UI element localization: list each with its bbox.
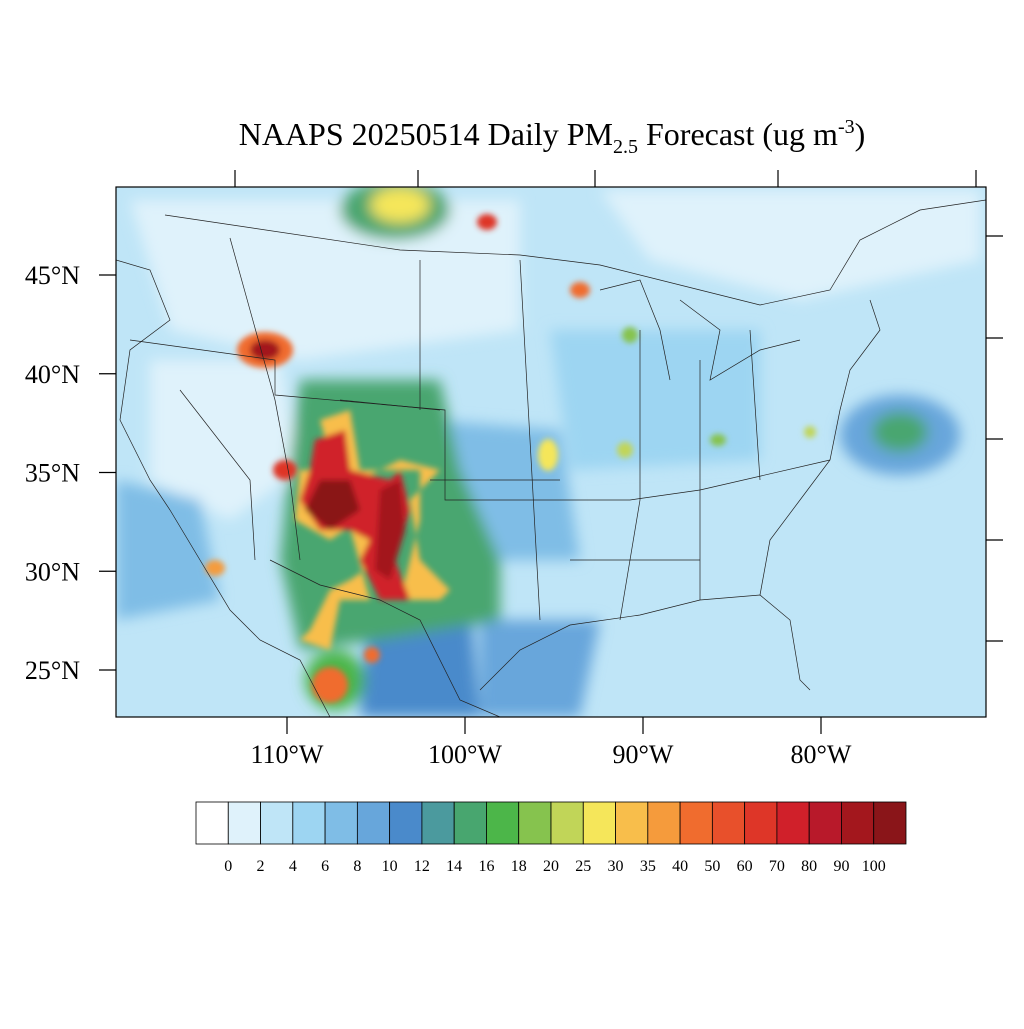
colorbar-box <box>292 801 326 845</box>
lon-label: 80°W <box>791 740 852 769</box>
colorbar-box <box>486 801 520 845</box>
colorbar-box <box>647 801 681 845</box>
colorbar-box <box>711 801 746 845</box>
title-end: ) <box>855 116 866 152</box>
title-sub: 2.5 <box>613 136 638 158</box>
colorbar-label: 16 <box>478 858 494 875</box>
lat-label: 30°N <box>25 557 80 586</box>
colorbar-box <box>421 801 455 845</box>
colorbar-label: 14 <box>446 858 462 875</box>
colorbar-label: 70 <box>769 858 785 875</box>
colorbar-box <box>453 801 487 845</box>
lon-label: 110°W <box>251 740 324 769</box>
frame-ticks <box>234 170 1003 642</box>
colorbar-label: 18 <box>511 858 527 875</box>
colorbar-box <box>518 801 552 845</box>
colorbar-label: 25 <box>575 858 591 875</box>
colorbar-box <box>389 801 423 845</box>
colorbar-box <box>324 801 358 845</box>
map-field <box>116 187 986 717</box>
colorbar-box <box>582 801 616 845</box>
colorbar-box <box>776 801 810 845</box>
title-sup: -3 <box>838 116 855 138</box>
lat-label: 25°N <box>25 656 80 685</box>
colorbar-label: 30 <box>608 858 624 875</box>
colorbar-box <box>744 801 778 845</box>
colorbar-label: 90 <box>833 858 849 875</box>
colorbar-box <box>227 801 261 845</box>
title-after: Forecast (ug m <box>638 116 838 152</box>
colorbar-label: 6 <box>321 858 329 875</box>
lon-label: 90°W <box>613 740 674 769</box>
colorbar-label: 2 <box>257 858 265 875</box>
colorbar-label: 100 <box>862 858 886 875</box>
colorbar-label: 50 <box>704 858 720 875</box>
colorbar-box <box>260 801 294 845</box>
colorbar-box <box>808 801 842 845</box>
colorbar-box <box>195 801 229 845</box>
colorbar-box <box>841 801 875 845</box>
lat-label: 40°N <box>25 360 80 389</box>
colorbar-label: 20 <box>543 858 559 875</box>
colorbar-label: 40 <box>672 858 688 875</box>
colorbar-box <box>615 801 649 845</box>
map-frame <box>115 186 987 718</box>
lon-label: 100°W <box>428 740 502 769</box>
lat-label: 45°N <box>25 261 80 290</box>
colorbar-box <box>679 801 713 845</box>
colorbar-label: 8 <box>353 858 361 875</box>
colorbar-box <box>356 801 391 845</box>
lat-label: 35°N <box>25 459 80 488</box>
title-main: NAAPS 20250514 Daily PM <box>239 116 613 152</box>
colorbar-label: 0 <box>224 858 232 875</box>
colorbar-label: 80 <box>801 858 817 875</box>
colorbar-label: 35 <box>640 858 656 875</box>
colorbar-box <box>873 801 907 845</box>
colorbar-label: 12 <box>414 858 430 875</box>
colorbar-box <box>550 801 584 845</box>
colorbar-label: 4 <box>289 858 297 875</box>
title: NAAPS 20250514 Daily PM2.5 Forecast (ug … <box>239 116 866 158</box>
colorbar-label: 10 <box>382 858 398 875</box>
colorbar-label: 60 <box>737 858 753 875</box>
